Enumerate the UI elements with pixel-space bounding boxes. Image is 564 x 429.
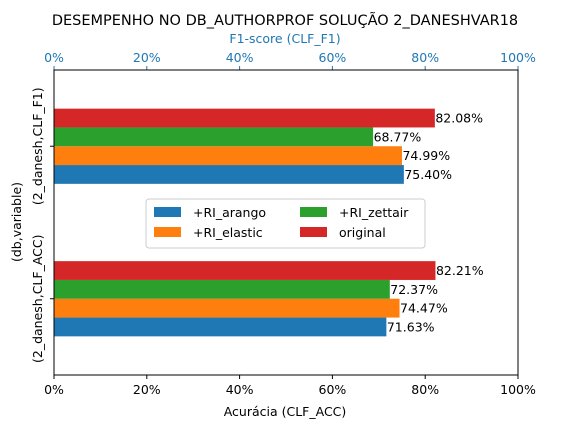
- legend-swatch: [300, 207, 327, 217]
- x-tick-label: 60%: [319, 382, 347, 397]
- top-x-tick-label: 0%: [44, 50, 64, 65]
- top-x-tick-label: 80%: [411, 50, 439, 65]
- bar: [54, 127, 374, 147]
- legend-swatch: [300, 227, 327, 237]
- bar-value-label: 74.47%: [400, 301, 448, 316]
- legend-label: original: [339, 225, 386, 240]
- legend-box: [145, 198, 426, 249]
- legend: +RI_arango +RI_elastic +RI_zettair original: [145, 198, 426, 249]
- bars: [54, 108, 436, 337]
- bar: [54, 279, 390, 299]
- y-tick-label: (2_danesh,CLF_F1): [30, 87, 45, 205]
- bar: [54, 261, 436, 280]
- plot-frame: [53, 69, 519, 376]
- top-x-tick-label: 60%: [319, 50, 347, 65]
- x-tick-label: 100%: [500, 382, 536, 397]
- bar: [54, 146, 402, 166]
- legend-label: +RI_arango: [193, 205, 266, 220]
- y-axis-label: (db,variable): [9, 182, 24, 262]
- bar: [54, 108, 435, 128]
- bar-value-label: 72.37%: [390, 282, 438, 297]
- top-x-axis-ticks: 0% 20% 40% 60% 80% 100%: [44, 50, 536, 70]
- top-x-tick-label: 20%: [133, 50, 161, 65]
- y-tick-label: (2_danesh,CLF_ACC): [30, 235, 45, 364]
- bar: [54, 317, 387, 337]
- x-axis-label: Acurácia (CLF_ACC): [224, 404, 347, 419]
- bar: [54, 298, 400, 318]
- bar-value-label: 82.08%: [435, 111, 483, 126]
- bar: [54, 165, 404, 184]
- x-tick-label: 80%: [411, 382, 439, 397]
- top-x-tick-label: 100%: [500, 50, 536, 65]
- bottom-x-axis-ticks: 0% 20% 40% 60% 80% 100%: [44, 375, 536, 397]
- legend-label: +RI_zettair: [339, 205, 409, 220]
- bar-value-label: 82.21%: [436, 263, 484, 278]
- y-axis-ticks: (2_danesh,CLF_ACC) (2_danesh,CLF_F1): [30, 87, 54, 363]
- x-tick-label: 20%: [133, 382, 161, 397]
- legend-label: +RI_elastic: [193, 225, 263, 240]
- legend-swatch: [154, 227, 181, 237]
- top-x-tick-label: 40%: [226, 50, 254, 65]
- bar-value-label: 75.40%: [404, 167, 452, 182]
- x-tick-label: 0%: [44, 382, 64, 397]
- chart-title: DESEMPENHO NO DB_AUTHORPROF SOLUÇÃO 2_DA…: [52, 12, 518, 29]
- legend-swatch: [154, 207, 181, 217]
- top-x-axis-label: F1-score (CLF_F1): [229, 31, 340, 46]
- bar-value-label: 74.99%: [402, 148, 450, 163]
- bar-value-label: 68.77%: [374, 129, 422, 144]
- x-tick-label: 40%: [226, 382, 254, 397]
- bar-value-labels: 71.63% 74.47% 72.37% 82.21% 75.40% 74.99% 68.7…: [374, 111, 484, 335]
- bar-value-label: 71.63%: [387, 319, 435, 334]
